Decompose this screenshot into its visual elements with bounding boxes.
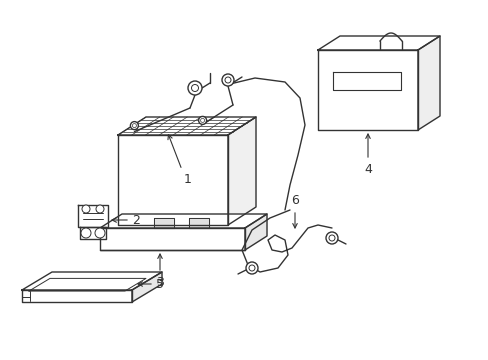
Circle shape bbox=[248, 265, 254, 271]
Circle shape bbox=[81, 228, 91, 238]
Polygon shape bbox=[154, 218, 174, 228]
Polygon shape bbox=[22, 290, 132, 302]
Circle shape bbox=[198, 116, 206, 125]
Polygon shape bbox=[80, 227, 106, 239]
Circle shape bbox=[96, 205, 104, 213]
Text: 2: 2 bbox=[132, 213, 140, 226]
Circle shape bbox=[224, 77, 230, 83]
Text: 4: 4 bbox=[364, 163, 371, 176]
Circle shape bbox=[132, 123, 136, 127]
Text: 5: 5 bbox=[156, 278, 163, 291]
Circle shape bbox=[82, 205, 90, 213]
Polygon shape bbox=[100, 228, 244, 250]
Circle shape bbox=[191, 85, 198, 91]
Polygon shape bbox=[417, 36, 439, 130]
Circle shape bbox=[328, 235, 334, 241]
Polygon shape bbox=[118, 117, 256, 135]
Polygon shape bbox=[332, 72, 400, 90]
Polygon shape bbox=[189, 218, 208, 228]
Circle shape bbox=[95, 228, 105, 238]
Circle shape bbox=[245, 262, 258, 274]
Polygon shape bbox=[118, 135, 227, 225]
Polygon shape bbox=[317, 50, 417, 130]
Text: 3: 3 bbox=[156, 276, 163, 289]
Polygon shape bbox=[100, 214, 266, 228]
Text: 1: 1 bbox=[183, 173, 191, 186]
Polygon shape bbox=[29, 278, 146, 291]
Circle shape bbox=[187, 81, 202, 95]
Text: 6: 6 bbox=[290, 194, 298, 207]
Polygon shape bbox=[244, 214, 266, 250]
Polygon shape bbox=[22, 272, 162, 290]
Circle shape bbox=[222, 74, 234, 86]
Polygon shape bbox=[317, 36, 439, 50]
Polygon shape bbox=[227, 117, 256, 225]
Polygon shape bbox=[78, 205, 108, 227]
Circle shape bbox=[325, 232, 337, 244]
Circle shape bbox=[130, 122, 138, 130]
Circle shape bbox=[200, 118, 204, 122]
Polygon shape bbox=[132, 272, 162, 302]
